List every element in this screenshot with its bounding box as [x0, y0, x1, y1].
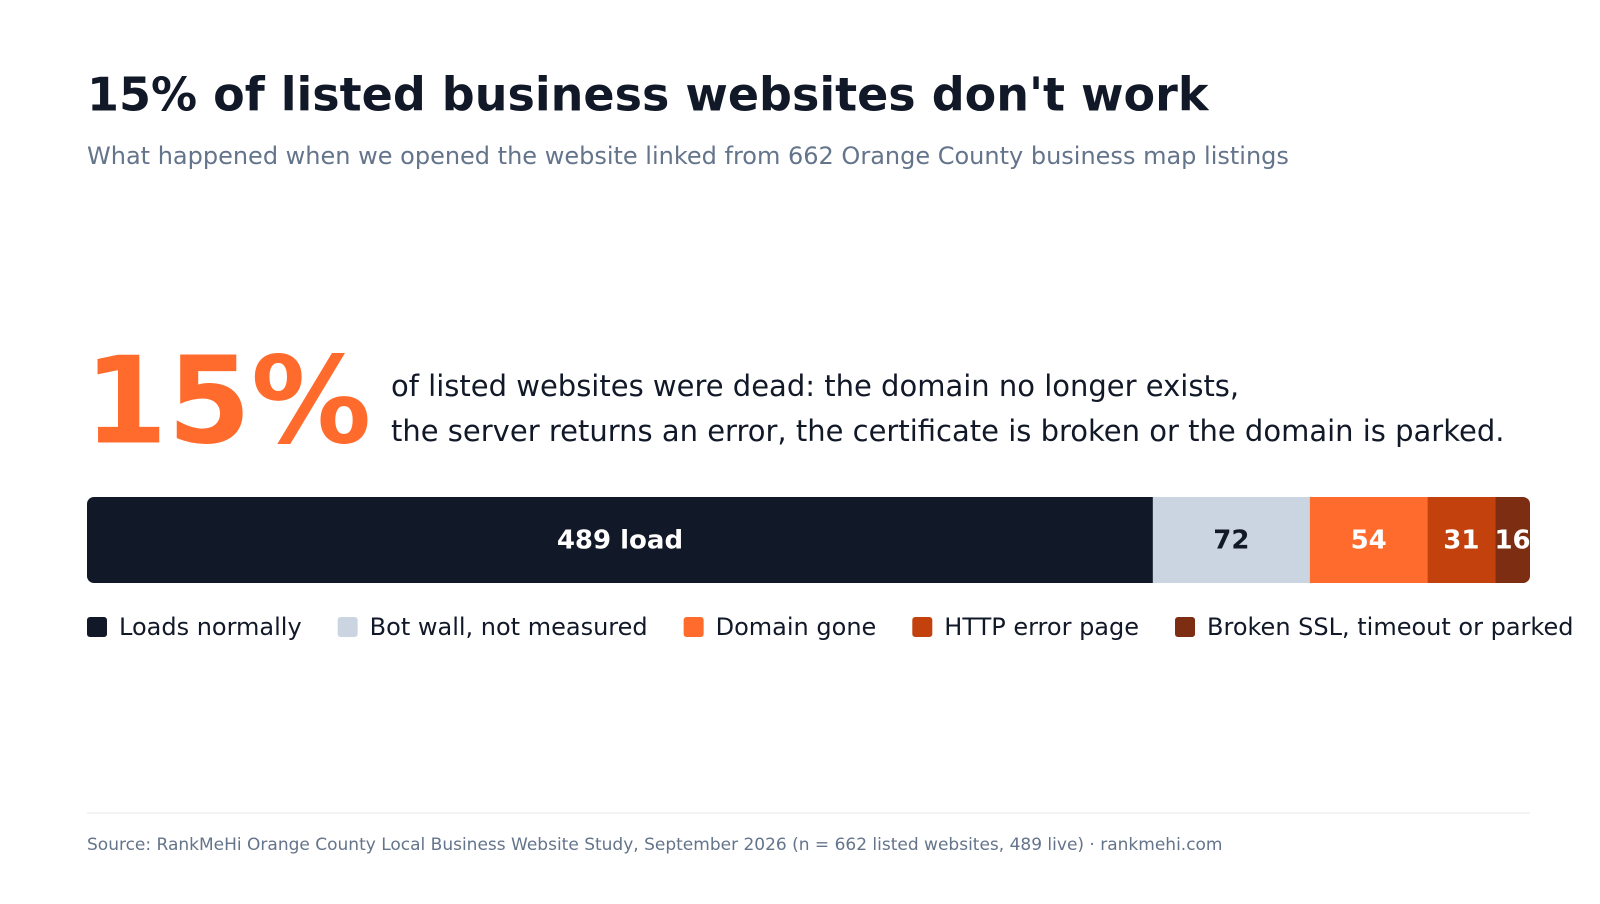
description-line: of listed websites were dead: the domain… — [391, 369, 1239, 403]
stacked-bar — [87, 497, 1530, 583]
legend-label: Domain gone — [716, 613, 877, 641]
value-label: 72 — [1213, 526, 1249, 556]
bar-segment — [87, 497, 1153, 583]
description-line: the server returns an error, the certifi… — [391, 414, 1504, 448]
legend-swatch — [683, 617, 704, 637]
value-label: 16 — [1494, 526, 1530, 556]
bar-segment — [1427, 497, 1496, 583]
value-label: 489 load — [557, 526, 683, 556]
legend-swatch — [912, 617, 933, 637]
bar-segment — [1495, 497, 1530, 583]
legend-label: HTTP error page — [944, 613, 1139, 641]
bar-segment — [1309, 497, 1428, 583]
legend-label: Loads normally — [119, 613, 302, 641]
legend-label: Broken SSL, timeout or parked — [1207, 613, 1573, 641]
legend-swatch — [337, 617, 358, 637]
bar-segment — [1152, 497, 1310, 583]
chart-subtitle: What happened when we opened the website… — [87, 142, 1289, 170]
legend-swatch — [87, 617, 107, 637]
headline-stat: 15% — [84, 333, 371, 472]
legend-label: Bot wall, not measured — [370, 613, 648, 641]
value-label: 54 — [1351, 526, 1387, 556]
chart-title: 15% of listed business websites don't wo… — [87, 68, 1210, 122]
legend-swatch — [1175, 617, 1196, 637]
source-note: Source: RankMeHi Orange County Local Bus… — [87, 835, 1223, 855]
value-label: 31 — [1443, 526, 1479, 556]
